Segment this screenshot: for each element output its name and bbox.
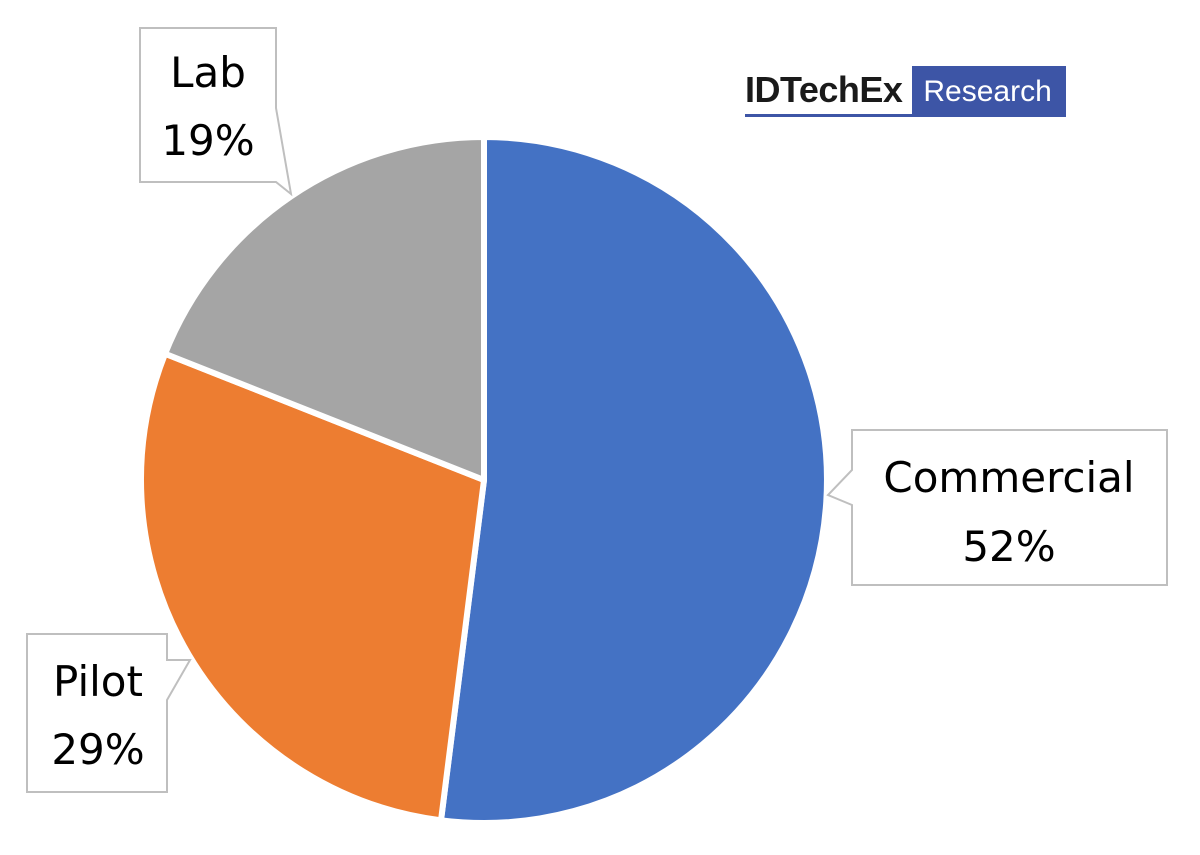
callout-commercial-label: Commercial bbox=[883, 453, 1134, 502]
callout-lab: Lab 19% bbox=[139, 27, 293, 197]
callout-pilot-label: Pilot bbox=[53, 657, 143, 706]
pie-slice-lab bbox=[162, 134, 487, 483]
pie-slice-commercial bbox=[438, 134, 830, 826]
callout-commercial-value: 52% bbox=[962, 522, 1055, 571]
callout-lab-label: Lab bbox=[170, 48, 246, 97]
callout-pilot: Pilot 29% bbox=[26, 633, 192, 793]
callout-lab-box bbox=[139, 27, 293, 197]
pie-slice-pilot bbox=[138, 350, 487, 824]
callout-commercial-box bbox=[826, 429, 1168, 586]
callout-pilot-box bbox=[26, 633, 192, 793]
pie-slices bbox=[138, 134, 830, 826]
logo-name: IDTechEx bbox=[745, 66, 913, 117]
callout-lab-value: 19% bbox=[161, 116, 254, 165]
callout-pilot-value: 29% bbox=[51, 725, 144, 774]
idtechex-logo: IDTechEx Research bbox=[745, 66, 1066, 120]
logo-tag: Research bbox=[912, 66, 1066, 117]
callout-commercial: Commercial 52% bbox=[826, 429, 1168, 586]
